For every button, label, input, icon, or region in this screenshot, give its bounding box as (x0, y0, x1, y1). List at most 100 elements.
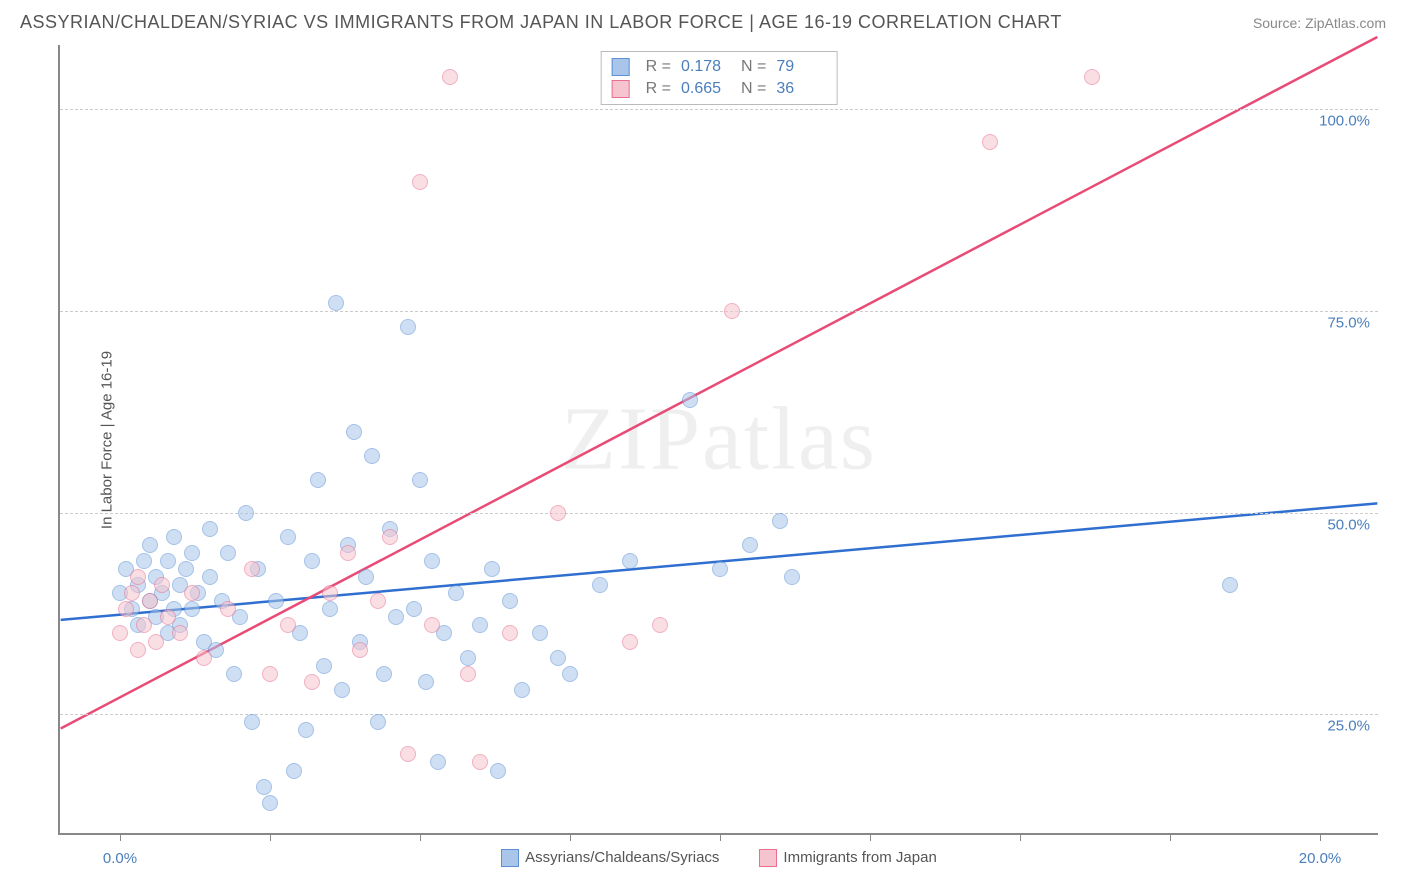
data-point-pink (220, 601, 236, 617)
data-point-blue (160, 553, 176, 569)
data-point-blue (430, 754, 446, 770)
data-point-blue (166, 529, 182, 545)
legend-swatch (501, 849, 519, 867)
data-point-pink (148, 634, 164, 650)
gridline-h (60, 714, 1378, 715)
data-point-pink (442, 69, 458, 85)
data-point-blue (202, 521, 218, 537)
bottom-legend-item: Immigrants from Japan (759, 849, 936, 867)
legend-row-blue: R =0.178N =79 (612, 56, 827, 78)
y-tick-label: 75.0% (1327, 315, 1370, 332)
x-tick (1020, 833, 1021, 841)
x-tick-label: 20.0% (1299, 850, 1342, 867)
gridline-h (60, 513, 1378, 514)
data-point-blue (184, 601, 200, 617)
x-tick (1320, 833, 1321, 841)
data-point-blue (256, 779, 272, 795)
data-point-pink (280, 617, 296, 633)
x-tick-label: 0.0% (103, 850, 137, 867)
data-point-blue (784, 569, 800, 585)
data-point-pink (112, 625, 128, 641)
chart-title: ASSYRIAN/CHALDEAN/SYRIAC VS IMMIGRANTS F… (20, 12, 1062, 33)
data-point-blue (484, 561, 500, 577)
data-point-blue (310, 472, 326, 488)
data-point-blue (316, 658, 332, 674)
legend-n-label: N = (741, 58, 766, 76)
data-point-pink (352, 642, 368, 658)
data-point-blue (742, 537, 758, 553)
data-point-blue (304, 553, 320, 569)
data-point-pink (550, 505, 566, 521)
legend-n-value: 79 (776, 58, 826, 76)
data-point-blue (406, 601, 422, 617)
data-point-blue (220, 545, 236, 561)
bottom-legend-label: Assyrians/Chaldeans/Syriacs (525, 849, 719, 866)
y-tick-label: 25.0% (1327, 718, 1370, 735)
legend-n-label: N = (741, 80, 766, 98)
data-point-pink (622, 634, 638, 650)
chart-area: In Labor Force | Age 16-19 ZIPatlas R =0… (20, 45, 1386, 835)
data-point-blue (412, 472, 428, 488)
data-point-blue (460, 650, 476, 666)
legend-r-label: R = (646, 80, 671, 98)
data-point-pink (412, 174, 428, 190)
data-point-pink (196, 650, 212, 666)
gridline-h (60, 311, 1378, 312)
data-point-blue (334, 682, 350, 698)
bottom-legend-item: Assyrians/Chaldeans/Syriacs (501, 849, 719, 867)
data-point-pink (322, 585, 338, 601)
data-point-pink (154, 577, 170, 593)
data-point-blue (490, 763, 506, 779)
data-point-blue (226, 666, 242, 682)
data-point-blue (418, 674, 434, 690)
legend-swatch (759, 849, 777, 867)
data-point-pink (460, 666, 476, 682)
legend-row-pink: R = 0.665 N = 36 (612, 78, 827, 100)
data-point-pink (136, 617, 152, 633)
legend-r-value: 0.665 (681, 80, 731, 98)
bottom-legend-label: Immigrants from Japan (783, 849, 936, 866)
legend-r-label: R = (646, 58, 671, 76)
data-point-blue (178, 561, 194, 577)
data-point-blue (280, 529, 296, 545)
data-point-blue (592, 577, 608, 593)
data-point-blue (772, 513, 788, 529)
y-tick-label: 50.0% (1327, 516, 1370, 533)
x-tick (570, 833, 571, 841)
data-point-blue (376, 666, 392, 682)
data-point-pink (424, 617, 440, 633)
data-point-blue (1222, 577, 1238, 593)
data-point-pink (382, 529, 398, 545)
data-point-pink (340, 545, 356, 561)
chart-header: ASSYRIAN/CHALDEAN/SYRIAC VS IMMIGRANTS F… (0, 0, 1406, 41)
data-point-blue (682, 392, 698, 408)
data-point-blue (268, 593, 284, 609)
data-point-pink (304, 674, 320, 690)
data-point-pink (262, 666, 278, 682)
data-point-pink (652, 617, 668, 633)
data-point-pink (1084, 69, 1100, 85)
data-point-pink (160, 609, 176, 625)
data-point-blue (202, 569, 218, 585)
data-point-blue (472, 617, 488, 633)
data-point-blue (136, 553, 152, 569)
data-point-blue (244, 714, 260, 730)
data-point-blue (238, 505, 254, 521)
data-point-blue (400, 319, 416, 335)
data-point-blue (358, 569, 374, 585)
x-tick (270, 833, 271, 841)
legend-n-value: 36 (776, 80, 826, 98)
data-point-pink (502, 625, 518, 641)
data-point-blue (562, 666, 578, 682)
data-point-blue (142, 537, 158, 553)
trend-line-pink (61, 37, 1378, 729)
x-tick (120, 833, 121, 841)
data-point-blue (364, 448, 380, 464)
data-point-blue (346, 424, 362, 440)
data-point-blue (514, 682, 530, 698)
data-point-pink (724, 303, 740, 319)
gridline-h (60, 109, 1378, 110)
data-point-pink (370, 593, 386, 609)
data-point-blue (328, 295, 344, 311)
correlation-legend: R =0.178N =79R =0.665N =36 (601, 51, 838, 105)
